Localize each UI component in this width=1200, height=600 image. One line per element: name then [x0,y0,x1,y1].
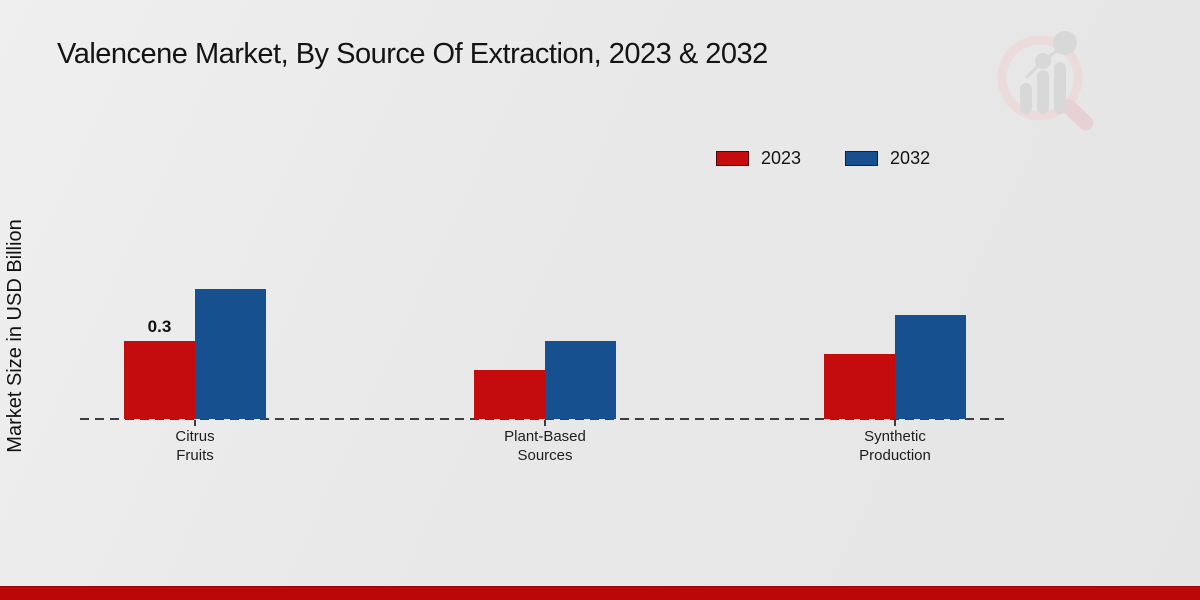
legend-label-2023: 2023 [761,148,802,168]
legend-swatch-2032 [845,151,879,166]
bar-2023-citrus-fruits [124,341,195,419]
legend-item-2023: 2023 [716,148,801,169]
x-axis-baseline [80,418,1007,420]
bar-2032-synthetic-production [895,315,966,419]
x-axis-tick-citrus-fruits [194,420,196,426]
footer-accent-band [0,586,1200,600]
legend: 2023 2032 [716,148,930,169]
legend-swatch-2023 [716,151,749,166]
bar-value-label-2023-citrus-fruits: 0.3 [147,317,172,336]
legend-item-2032: 2032 [845,148,930,169]
magnifier-bar-chart-logo-icon [997,31,1094,131]
x-axis-tick-synthetic-production [894,420,896,426]
bar-2023-plant-based-sources [474,370,545,419]
bar-2023-synthetic-production [824,354,895,419]
x-axis-tick-plant-based-sources [544,420,546,426]
category-label-synthetic-production: Synthetic Production [859,428,931,465]
category-label-citrus-fruits: Citrus Fruits [175,428,215,465]
bar-2032-plant-based-sources [545,341,616,419]
chart-title: Valencene Market, By Source Of Extractio… [57,38,768,70]
legend-label-2032: 2032 [890,148,931,168]
category-label-plant-based-sources: Plant-Based Sources [504,428,586,465]
bar-2032-citrus-fruits [195,289,266,419]
